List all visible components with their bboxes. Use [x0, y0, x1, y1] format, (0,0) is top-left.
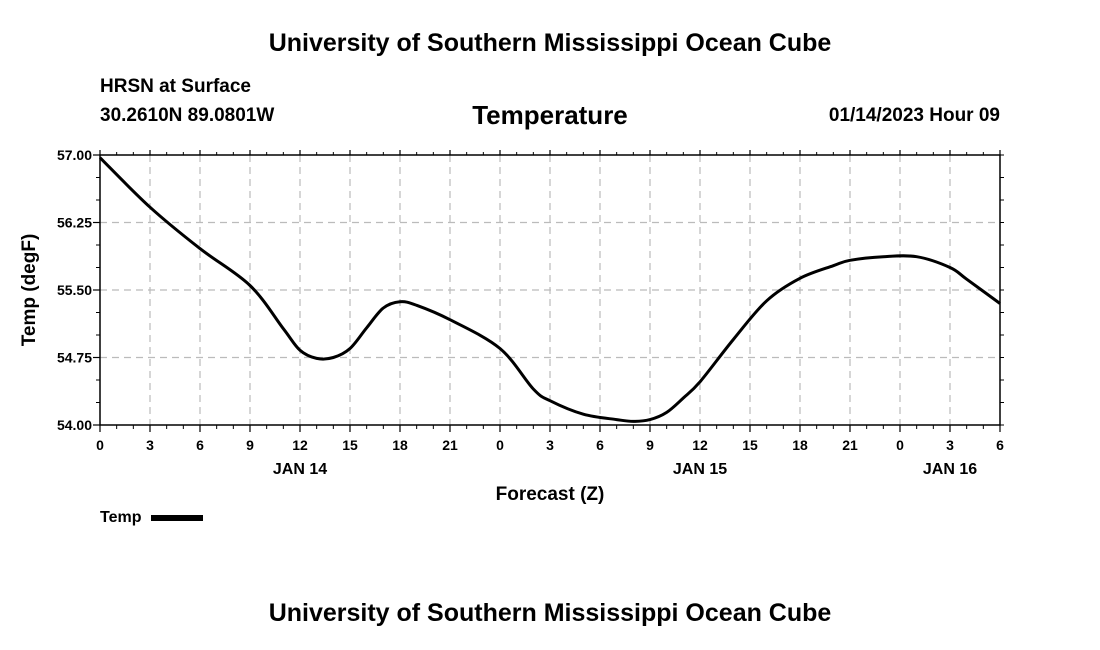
series: [98, 156, 1001, 423]
y-tick-label: 54.00: [57, 417, 92, 433]
series-line-temp: [98, 156, 1001, 423]
y-tick-labels: 54.00 54.75 55.50 56.25 57.00: [57, 147, 92, 433]
x-axis-title: Forecast (Z): [496, 484, 605, 505]
date-label: JAN 14: [273, 461, 327, 478]
x-tick-label: 18: [392, 437, 408, 453]
date-label: JAN 15: [673, 461, 727, 478]
y-tick-label: 56.25: [57, 215, 92, 231]
x-tick-label: 0: [896, 437, 904, 453]
legend-swatch: [151, 515, 204, 521]
x-tick-label: 21: [842, 437, 858, 453]
page-title: University of Southern Mississippi Ocean…: [268, 29, 832, 57]
x-tick-label: 0: [96, 437, 104, 453]
x-tick-labels: 0 3 6 9 12 15 18 21 0 3 6 9 12 15 18 21 0 3 6: [96, 437, 1004, 453]
x-tick-label: 12: [292, 437, 308, 453]
x-tick-label: 12: [692, 437, 708, 453]
x-tick-label: 3: [946, 437, 954, 453]
x-tick-label: 6: [996, 437, 1004, 453]
x-tick-label: 21: [442, 437, 458, 453]
x-tick-label: 15: [342, 437, 358, 453]
y-tick-label: 55.50: [57, 282, 92, 298]
y-axis-title: Temp (degF): [19, 234, 40, 347]
x-tick-label: 15: [742, 437, 758, 453]
plot-frame: [99, 154, 1001, 426]
x-tick-label: 9: [646, 437, 654, 453]
x-tick-label: 6: [196, 437, 204, 453]
x-tick-label: 18: [792, 437, 808, 453]
x-tick-label: 6: [596, 437, 604, 453]
footer-title: University of Southern Mississippi Ocean…: [268, 599, 832, 627]
x-tick-label: 9: [246, 437, 254, 453]
x-tick-label: 3: [546, 437, 554, 453]
axis-ticks: [93, 150, 1004, 432]
x-tick-label: 0: [496, 437, 504, 453]
x-tick-label: 3: [146, 437, 154, 453]
y-tick-label: 54.75: [57, 350, 92, 366]
grid: [100, 154, 1000, 426]
station-label: HRSN at Surface: [100, 76, 251, 97]
forecast-datetime: 01/14/2023 Hour 09: [828, 105, 1000, 126]
legend-label: Temp: [100, 509, 142, 526]
legend: Temp: [100, 509, 204, 527]
chart-title: Temperature: [472, 100, 628, 130]
y-tick-label: 57.00: [57, 147, 92, 163]
date-label: JAN 16: [923, 461, 977, 478]
date-labels: JAN 14 JAN 15 JAN 16: [273, 461, 977, 478]
station-coordinates: 30.2610N 89.0801W: [100, 105, 275, 126]
